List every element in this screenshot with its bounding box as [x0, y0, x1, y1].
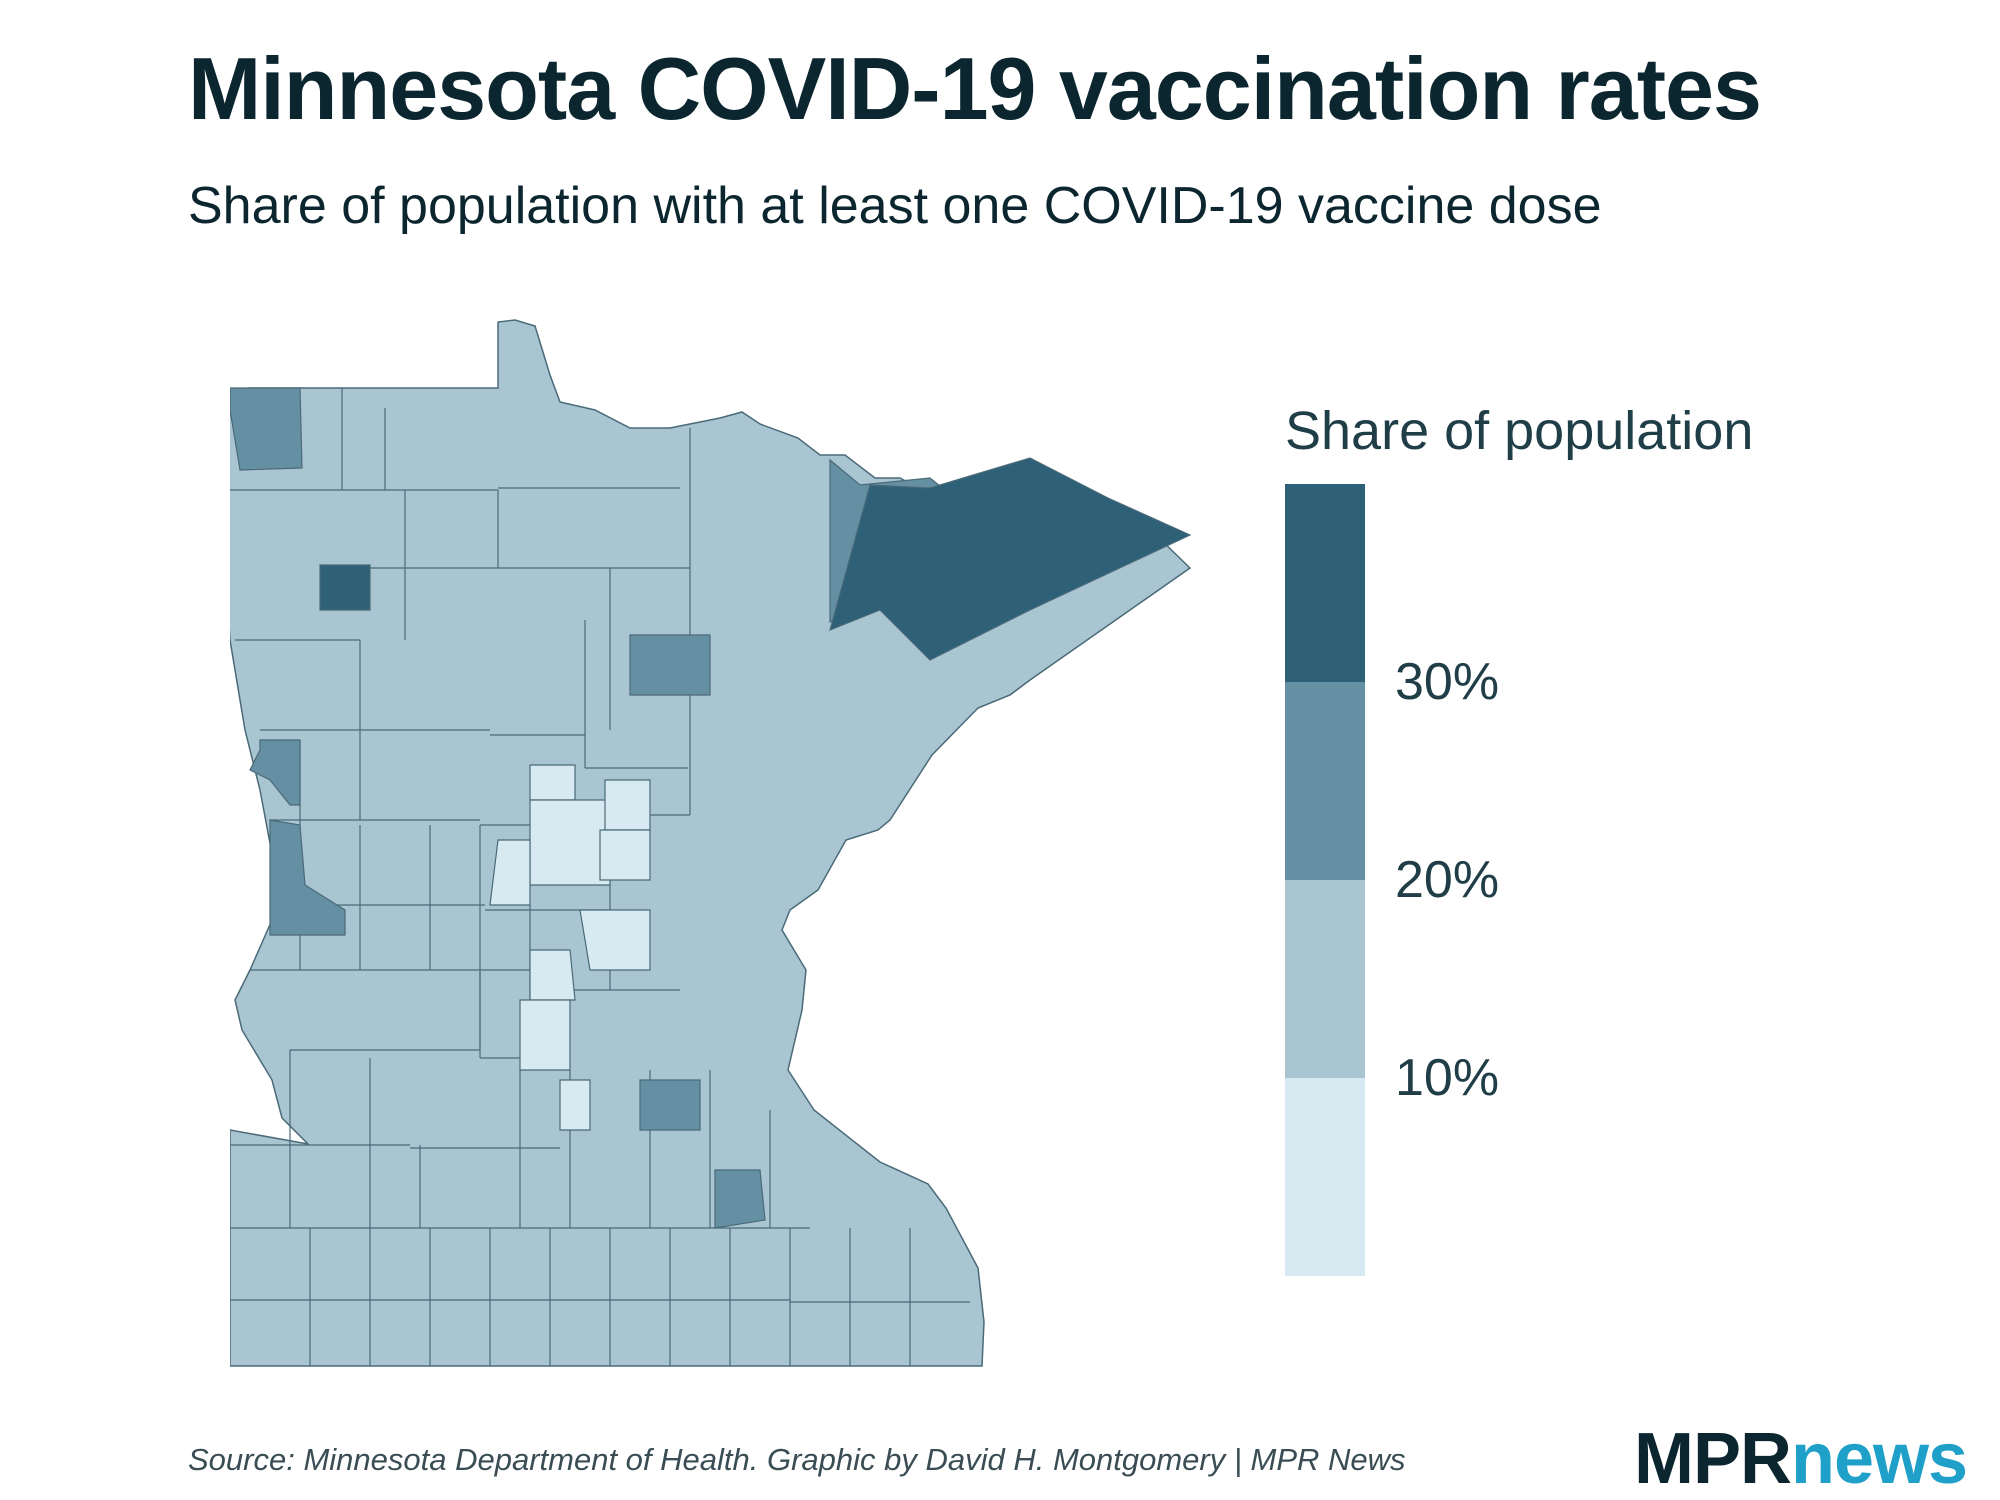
legend-swatch-20-30	[1285, 682, 1365, 880]
legend-swatch-gt30	[1285, 484, 1365, 682]
county-traverse	[249, 739, 301, 806]
county-houston	[714, 1169, 766, 1229]
county-chisago	[604, 779, 651, 831]
county-carlton	[629, 634, 711, 696]
county-carver	[529, 949, 576, 1001]
county-olmsted	[639, 1079, 701, 1131]
legend-swatch-10-20	[1285, 880, 1365, 1078]
minnesota-county-map	[230, 319, 1192, 1367]
legend-title: Share of population	[1285, 401, 1754, 461]
county-dakota	[579, 909, 651, 971]
chart-title: Minnesota COVID-19 vaccination rates	[188, 39, 1762, 138]
chart-subtitle: Share of population with at least one CO…	[188, 177, 1602, 235]
county-le-sueur	[519, 999, 571, 1071]
county-steele	[559, 1079, 591, 1131]
county-red-lake	[319, 564, 371, 611]
mpr-news-logo: MPRnews	[1634, 1418, 1968, 1500]
county-highlights	[230, 387, 1192, 1229]
legend-color-scale	[1285, 484, 1365, 1276]
county-isanti	[529, 764, 576, 801]
county-cook	[829, 457, 1192, 661]
county-washington-north	[599, 829, 651, 881]
county-lac-qui-parle	[269, 819, 346, 936]
legend-tick-30: 30%	[1395, 653, 1500, 711]
legend-tick-20: 20%	[1395, 851, 1500, 909]
legend-swatch-lt10	[1285, 1078, 1365, 1276]
legend-tick-10: 10%	[1395, 1049, 1500, 1107]
source-note: Source: Minnesota Department of Health. …	[188, 1442, 1406, 1477]
county-sherburne	[529, 799, 611, 886]
logo-news-text: news	[1791, 1419, 1968, 1499]
logo-mpr-text: MPR	[1634, 1419, 1792, 1499]
county-kittson	[230, 387, 303, 471]
county-wright	[489, 839, 531, 906]
